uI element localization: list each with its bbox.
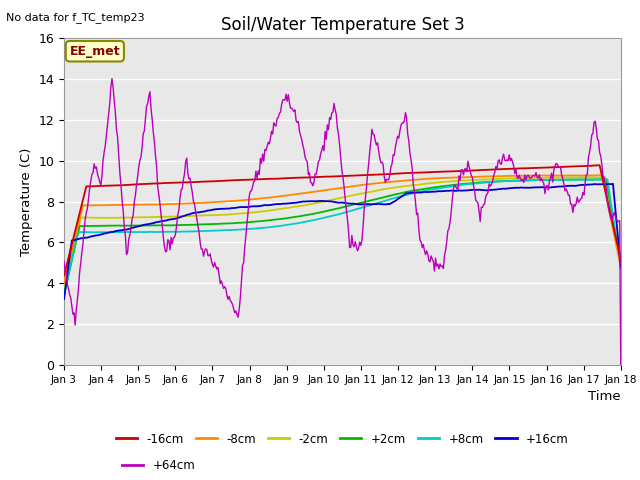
-8cm xyxy=(324,187,332,192)
+16cm xyxy=(60,296,68,302)
+8cm xyxy=(516,178,524,183)
-2cm xyxy=(605,193,612,199)
-2cm xyxy=(60,288,68,294)
+16cm xyxy=(516,185,524,191)
-8cm xyxy=(328,186,335,192)
+16cm xyxy=(362,202,369,207)
Legend: +64cm: +64cm xyxy=(117,454,200,476)
+8cm xyxy=(324,214,332,219)
-16cm xyxy=(596,162,604,168)
+2cm xyxy=(392,192,399,197)
+16cm xyxy=(617,265,625,271)
+64cm xyxy=(108,76,116,82)
Y-axis label: Temperature (C): Temperature (C) xyxy=(20,147,33,256)
+64cm xyxy=(617,365,625,371)
Text: No data for f_TC_temp23: No data for f_TC_temp23 xyxy=(6,12,145,23)
+16cm xyxy=(324,198,332,204)
+2cm xyxy=(617,263,625,268)
-2cm xyxy=(582,174,590,180)
-8cm xyxy=(598,172,605,178)
+8cm xyxy=(392,195,399,201)
-8cm xyxy=(516,173,524,179)
-16cm xyxy=(60,273,68,278)
+16cm xyxy=(604,181,611,187)
+64cm xyxy=(60,258,68,264)
+2cm xyxy=(324,208,332,214)
+64cm xyxy=(362,186,370,192)
+8cm xyxy=(328,213,335,219)
+64cm xyxy=(393,138,401,144)
Line: -2cm: -2cm xyxy=(64,177,621,291)
-2cm xyxy=(392,184,399,190)
Text: EE_met: EE_met xyxy=(70,45,120,58)
-8cm xyxy=(617,264,625,270)
Line: -8cm: -8cm xyxy=(64,175,621,283)
-8cm xyxy=(392,179,399,184)
-16cm xyxy=(328,174,335,180)
+64cm xyxy=(605,205,612,211)
X-axis label: Time: Time xyxy=(588,390,621,403)
Title: Soil/Water Temperature Set 3: Soil/Water Temperature Set 3 xyxy=(221,16,464,34)
+64cm xyxy=(326,115,333,120)
-8cm xyxy=(60,280,68,286)
+2cm xyxy=(598,177,605,182)
+64cm xyxy=(329,109,337,115)
-16cm xyxy=(392,171,399,177)
Line: +2cm: +2cm xyxy=(64,180,621,295)
+8cm xyxy=(617,265,625,271)
+16cm xyxy=(392,198,399,204)
-2cm xyxy=(617,262,625,268)
-16cm xyxy=(362,172,369,178)
-16cm xyxy=(617,257,625,263)
-16cm xyxy=(324,174,332,180)
-8cm xyxy=(362,182,369,188)
-2cm xyxy=(328,197,335,203)
-16cm xyxy=(516,166,524,171)
Line: -16cm: -16cm xyxy=(64,165,621,276)
-2cm xyxy=(324,198,332,204)
+2cm xyxy=(328,207,335,213)
+2cm xyxy=(60,292,68,298)
+16cm xyxy=(609,181,617,187)
+64cm xyxy=(518,178,525,184)
Line: +64cm: +64cm xyxy=(64,79,621,368)
+8cm xyxy=(600,177,608,182)
+8cm xyxy=(60,293,68,299)
-2cm xyxy=(362,190,369,196)
Line: +8cm: +8cm xyxy=(64,180,621,296)
+8cm xyxy=(605,184,612,190)
+2cm xyxy=(362,199,369,204)
+8cm xyxy=(362,204,369,209)
+16cm xyxy=(328,199,335,204)
-8cm xyxy=(605,205,612,211)
-16cm xyxy=(605,202,612,208)
-2cm xyxy=(516,175,524,181)
Line: +16cm: +16cm xyxy=(64,184,621,299)
+2cm xyxy=(605,190,612,196)
+2cm xyxy=(516,178,524,183)
